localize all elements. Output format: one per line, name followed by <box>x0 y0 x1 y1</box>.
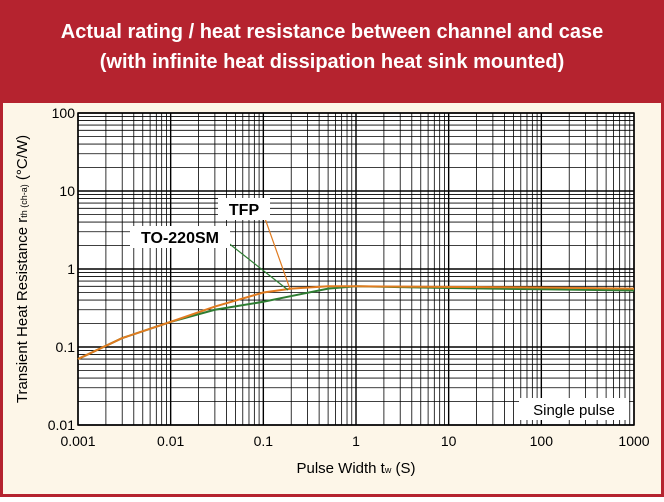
axis-label-sub: w <box>384 465 392 475</box>
x-tick-label: 0.01 <box>157 433 184 449</box>
axis-label-suffix: (°C/W) <box>14 135 31 184</box>
title-line: Actual rating / heat resistance between … <box>61 21 603 43</box>
y-tick-label: 10 <box>59 183 75 199</box>
leader-line <box>261 209 291 290</box>
axis-label-suffix: (S) <box>391 460 415 477</box>
y-tick-label: 0.1 <box>56 339 76 355</box>
axis-label: Transient Heat Resistance rth (ch-a) (°C… <box>14 135 31 403</box>
y-tick-label: 1 <box>67 261 75 277</box>
label-box <box>218 198 270 220</box>
x-tick-label: 1 <box>352 433 360 449</box>
x-tick-label: 100 <box>530 433 554 449</box>
axis-label-text: Transient Heat Resistance r <box>14 218 31 403</box>
x-tick-label: 1000 <box>618 433 649 449</box>
x-tick-label: 10 <box>441 433 457 449</box>
x-tick-label: 0.1 <box>254 433 274 449</box>
series-label: TO-220SM <box>141 230 219 247</box>
plot-border <box>77 112 635 426</box>
series-label: TFP <box>229 202 260 219</box>
x-tick-label: 0.001 <box>60 433 95 449</box>
annotation-box <box>519 398 629 420</box>
axis-label-text: Pulse Width t <box>296 460 385 477</box>
y-tick-label: 100 <box>52 105 76 121</box>
y-tick-label: 0.01 <box>48 417 75 433</box>
title-line: (with infinite heat dissipation heat sin… <box>100 51 564 73</box>
axis-label: Pulse Width tw (S) <box>296 460 415 477</box>
annotation: Single pulse <box>533 402 615 419</box>
axis-label-sub: th (ch-a) <box>19 184 29 218</box>
leader-line <box>221 237 289 291</box>
label-box <box>130 226 230 248</box>
series-line <box>77 285 635 360</box>
header <box>0 0 664 103</box>
